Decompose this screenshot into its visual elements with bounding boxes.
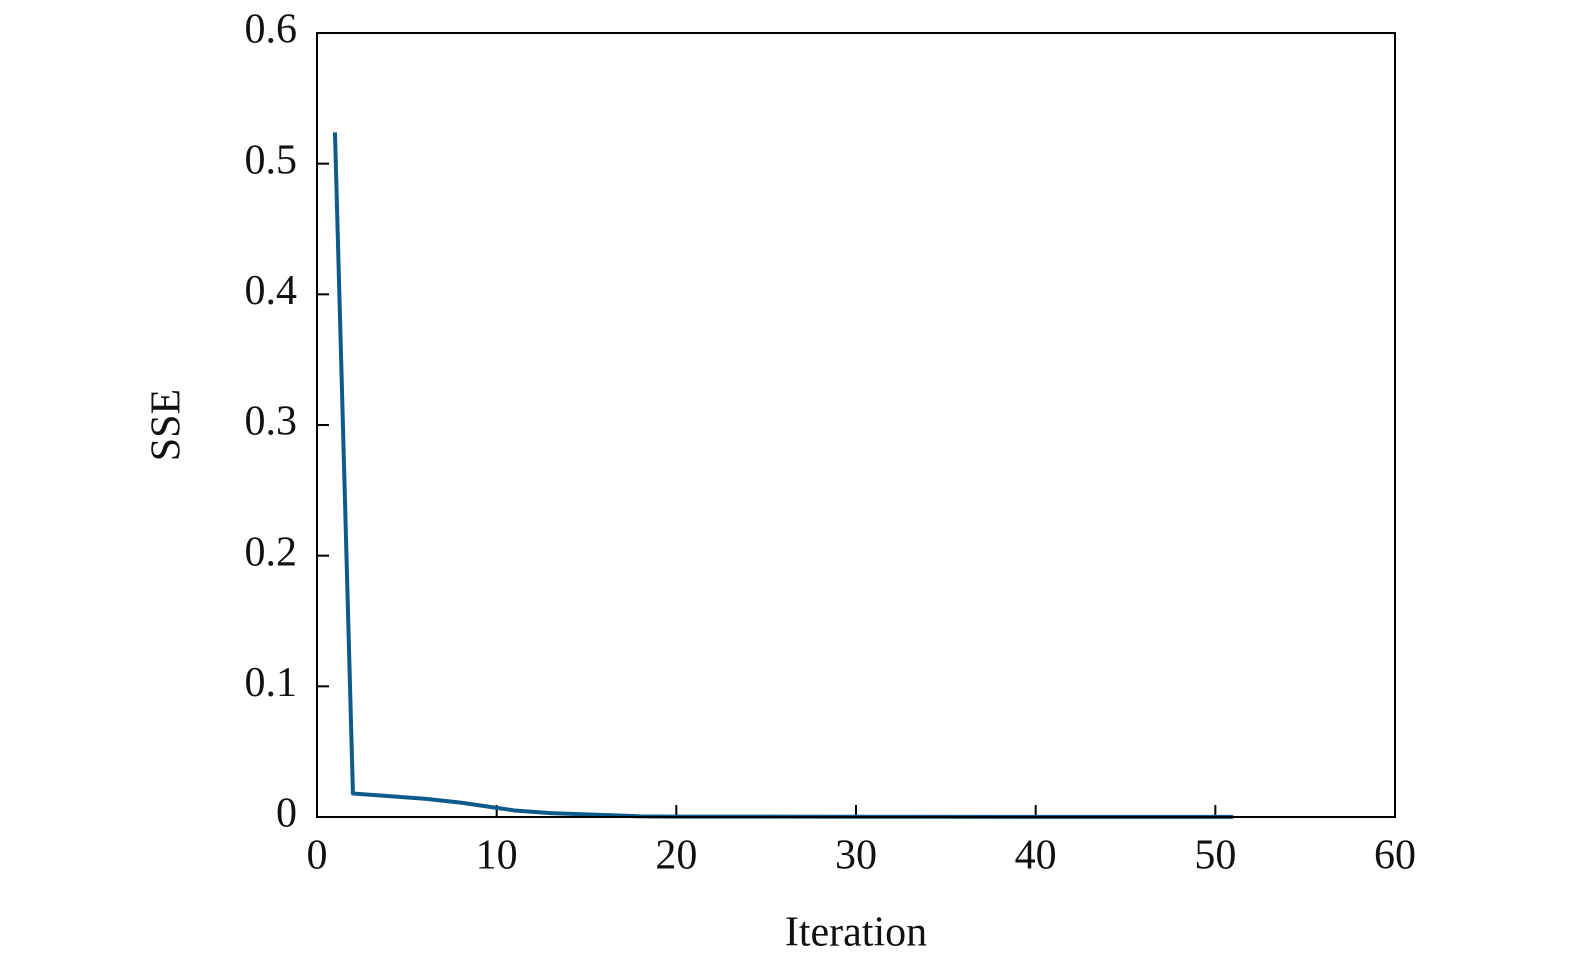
plot-frame bbox=[316, 32, 1396, 818]
y-tick-label: 0 bbox=[276, 791, 297, 837]
y-tick-label: 0.3 bbox=[245, 399, 298, 445]
x-tick-label: 50 bbox=[1194, 833, 1236, 879]
data-line bbox=[332, 132, 1234, 819]
y-tick-label: 0.6 bbox=[245, 7, 298, 53]
y-tick-label: 0.2 bbox=[245, 529, 298, 575]
x-tick-label: 0 bbox=[307, 833, 328, 879]
y-tick-label: 0.5 bbox=[245, 137, 298, 183]
x-axis-label: Iteration bbox=[785, 910, 927, 956]
x-tick-label: 10 bbox=[476, 833, 518, 879]
y-tick-label: 0.1 bbox=[245, 660, 298, 706]
x-tick-label: 40 bbox=[1015, 833, 1057, 879]
y-axis-label: SSE bbox=[144, 389, 190, 461]
x-tick-label: 20 bbox=[655, 833, 697, 879]
x-tick-label: 30 bbox=[835, 833, 877, 879]
y-tick-label: 0.4 bbox=[245, 268, 298, 314]
x-tick-label: 60 bbox=[1374, 833, 1416, 879]
